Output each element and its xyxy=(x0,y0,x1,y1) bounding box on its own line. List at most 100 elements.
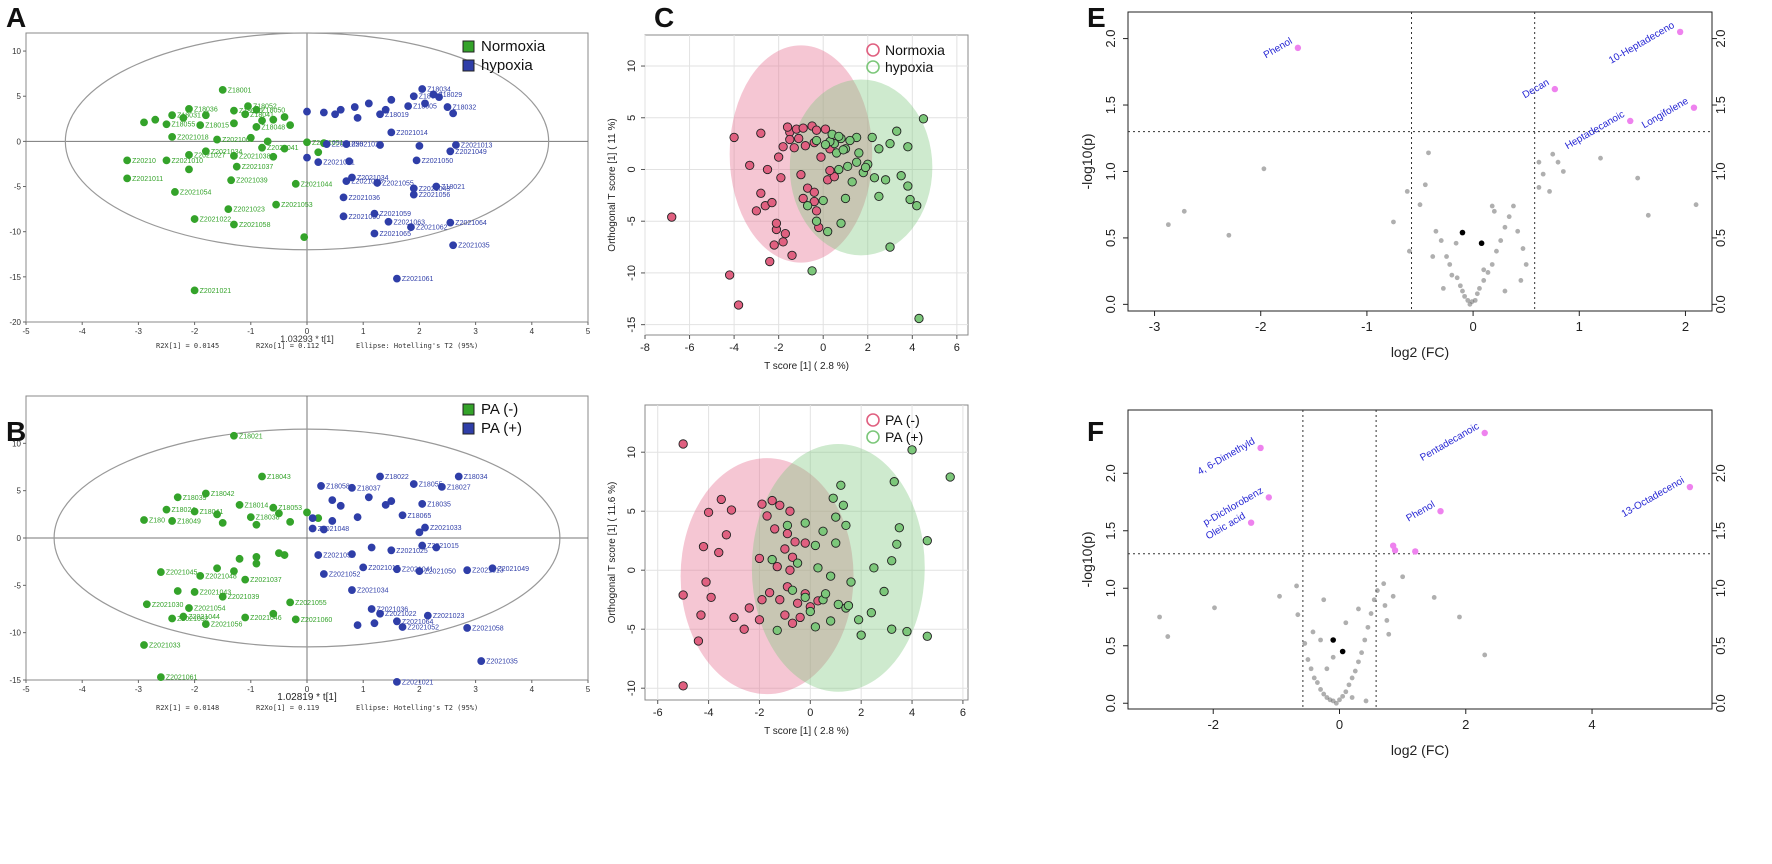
data-point-significant xyxy=(1686,483,1694,491)
point-label: Z18052 xyxy=(253,104,277,111)
data-point-group1 xyxy=(241,613,250,622)
data-point-group1 xyxy=(802,183,813,193)
data-point-nonsignificant xyxy=(1474,291,1480,297)
x-tick-label: -3 xyxy=(135,685,143,694)
data-point-group1 xyxy=(778,237,788,247)
point-label: Z2021030 xyxy=(152,602,184,609)
point-label: Z2021050 xyxy=(424,569,456,576)
data-point-group1 xyxy=(778,142,788,152)
data-point-group1 xyxy=(754,553,765,564)
data-point-group2 xyxy=(903,142,913,152)
data-point-group1 xyxy=(787,552,798,562)
data-point-group1 xyxy=(168,111,177,120)
y-tick-label-left: 0.0 xyxy=(1103,295,1118,313)
data-point-group2 xyxy=(342,177,351,186)
y-tick-label: 5 xyxy=(626,115,638,121)
legend-marker xyxy=(866,413,880,427)
x-tick-label: 6 xyxy=(960,707,966,719)
legend-marker xyxy=(866,60,880,74)
y-tick-label-right: 1.0 xyxy=(1713,579,1728,597)
data-point-group2 xyxy=(370,229,379,238)
data-point-nonsignificant xyxy=(1449,272,1455,278)
data-point-group2 xyxy=(918,114,929,124)
point-label: Z2021017 xyxy=(368,565,400,572)
data-point-nonsignificant xyxy=(1181,208,1187,214)
data-point-group1 xyxy=(780,610,790,620)
y-tick-label: -5 xyxy=(14,183,22,192)
data-point-group1 xyxy=(123,156,132,165)
point-label: Z18065 xyxy=(408,513,432,520)
data-point-nonsignificant xyxy=(1454,275,1460,281)
data-point-nonsignificant xyxy=(1212,605,1217,611)
y-tick-label: -10 xyxy=(9,629,21,638)
point-label: Z18021 xyxy=(441,184,465,191)
data-point-nonsignificant xyxy=(1277,593,1282,599)
point-label: Z2021025 xyxy=(396,548,428,555)
data-point-nonsignificant xyxy=(1494,248,1499,254)
point-label: Z18019 xyxy=(385,112,409,119)
data-point-group1 xyxy=(714,547,724,558)
point-label: Z2021056 xyxy=(419,192,451,199)
data-point-nonsignificant xyxy=(1515,228,1521,234)
data-point-group1 xyxy=(789,143,799,153)
data-point-nonsignificant xyxy=(1305,657,1311,662)
opls-plot-c: -8 -6 -4 -2 0 2 4 6 -15 -10 -5 0 5 10 T score [1] ( 2.… xyxy=(607,34,969,372)
data-point-group2 xyxy=(860,162,871,173)
data-point-group1 xyxy=(770,524,780,534)
data-point-group2 xyxy=(874,144,884,154)
y-tick-label: 0 xyxy=(17,534,22,543)
y-tick-label-right: 1.5 xyxy=(1713,522,1728,540)
data-point-group1 xyxy=(272,200,280,209)
point-label: Z2021033 xyxy=(149,642,181,649)
data-point-group2 xyxy=(811,216,822,226)
data-point-group1 xyxy=(232,162,241,171)
data-point-group1 xyxy=(168,614,177,623)
data-point-group1 xyxy=(785,506,795,516)
data-point-nonsignificant xyxy=(1457,283,1463,289)
y-tick-label: -20 xyxy=(9,318,21,327)
data-point-group2 xyxy=(342,140,351,148)
data-point-group1 xyxy=(776,173,786,183)
data-point-group2 xyxy=(449,109,458,118)
data-point-group2 xyxy=(409,190,418,199)
data-point-nonsignificant xyxy=(1340,693,1346,699)
data-point-group2 xyxy=(463,624,472,632)
x-tick-label: 5 xyxy=(586,685,591,694)
data-point-group1 xyxy=(756,188,766,198)
data-point-group2 xyxy=(415,567,424,576)
data-point-nonsignificant xyxy=(1382,603,1388,608)
hotelling-ellipse xyxy=(64,32,550,251)
data-point-nonsignificant xyxy=(1489,262,1495,267)
point-label: Z18043 xyxy=(267,474,291,481)
data-point-group1 xyxy=(230,567,238,576)
volcano-plot-e: -3 -2 -1 0 1 20.0 0.00.5 0.51.0 1.01.5 1.52.0 2.0P… xyxy=(1079,11,1728,360)
data-point-group1 xyxy=(190,286,199,295)
data-point-group2 xyxy=(800,518,810,528)
point-label: Z2021065 xyxy=(379,231,411,238)
point-label: Z2021034 xyxy=(357,588,389,595)
point-label: Z2021064 xyxy=(402,619,434,626)
x-tick-label: -2 xyxy=(1207,717,1219,732)
y-axis-label: Orthogonal T score [1] ( 11 %) xyxy=(607,118,618,251)
y-tick-label-right: 0.5 xyxy=(1713,229,1728,247)
point-label: Z2021056 xyxy=(211,622,243,629)
data-point-group2 xyxy=(782,520,793,531)
data-point-group2 xyxy=(387,95,396,104)
data-point-nonsignificant xyxy=(1365,624,1371,630)
data-point-group2 xyxy=(826,616,836,626)
data-point-significant xyxy=(1551,85,1559,93)
data-point-nonsignificant xyxy=(1404,189,1410,194)
data-point-group1 xyxy=(252,559,261,568)
point-label: Z18055 xyxy=(172,122,196,129)
data-point-group2 xyxy=(381,105,390,114)
data-point-group1 xyxy=(300,233,309,242)
x-tick-label: -2 xyxy=(755,707,765,719)
point-label: Z18050 xyxy=(261,107,285,114)
point-label: Z2021044 xyxy=(188,614,220,621)
data-point-group2 xyxy=(423,611,432,620)
data-point-group2 xyxy=(331,110,340,119)
point-label: Z2021021 xyxy=(200,288,232,295)
point-label: Z2021048 xyxy=(318,526,350,533)
data-point-nonsignificant xyxy=(1520,246,1526,251)
data-point-group1 xyxy=(780,544,790,554)
